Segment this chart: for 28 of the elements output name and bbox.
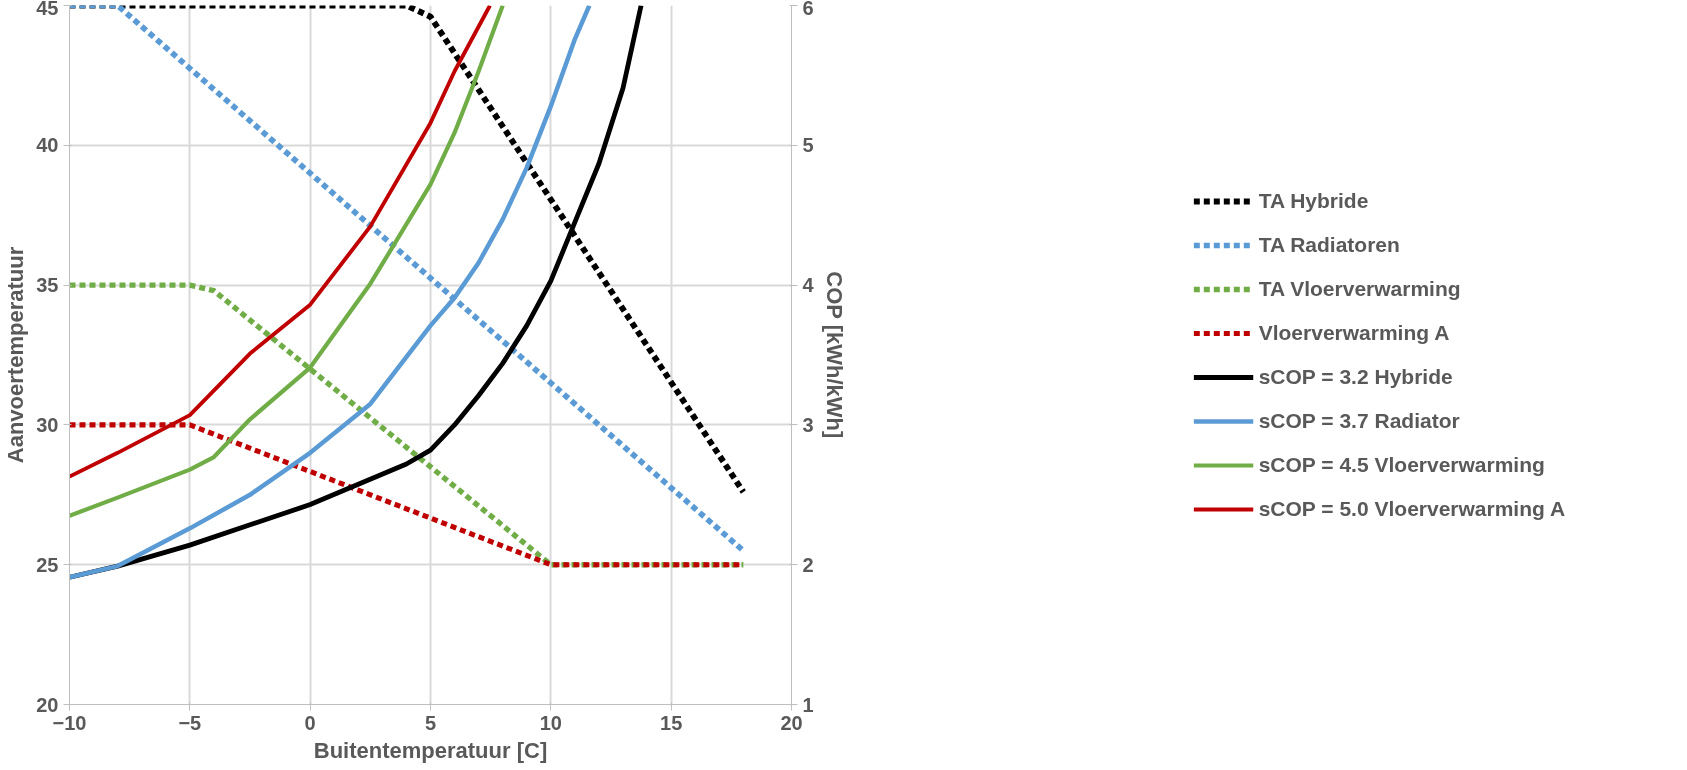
x-tick-label: 10 [539, 711, 562, 734]
y-axis-title: Aanvoertemperatuur [3, 246, 29, 464]
y-tick-label: 45 [36, 0, 59, 19]
x-tick-label: 15 [660, 711, 683, 734]
x-tick-label: 5 [424, 711, 437, 734]
y-tick-label: 25 [36, 553, 59, 576]
x-tick-label: 20 [780, 711, 803, 734]
y2-tick-label: 2 [802, 553, 814, 576]
x-tick-label: 0 [304, 711, 316, 734]
legend-label: sCOP = 5.0 Vloerverwarming A [1258, 495, 1566, 522]
y-tick-label: 35 [36, 274, 59, 297]
legend-label: TA Vloerverwarming [1258, 275, 1461, 302]
y2-tick-label: 5 [802, 134, 814, 157]
y-tick-label: 40 [36, 134, 59, 157]
y2-tick-label: 4 [802, 274, 815, 297]
x-axis-title: Buitentemperatuur [C] [313, 737, 548, 763]
legend-label: TA Radiatoren [1258, 231, 1400, 258]
legend-label: sCOP = 4.5 Vloerverwarming [1258, 451, 1545, 478]
legend-label: sCOP = 3.7 Radiator [1258, 407, 1460, 434]
y2-tick-label: 1 [802, 693, 814, 716]
y2-tick-label: 3 [802, 413, 814, 436]
y2-axis-title: COP [kWh/kWh] [821, 271, 847, 439]
y2-tick-label: 6 [802, 0, 814, 19]
legend-label: TA Hybride [1258, 187, 1369, 214]
legend-label: Vloerverwarming A [1258, 319, 1450, 346]
y-tick-label: 30 [36, 413, 59, 436]
x-tick-label: −5 [178, 711, 202, 734]
legend-label: sCOP = 3.2 Hybride [1258, 363, 1453, 390]
